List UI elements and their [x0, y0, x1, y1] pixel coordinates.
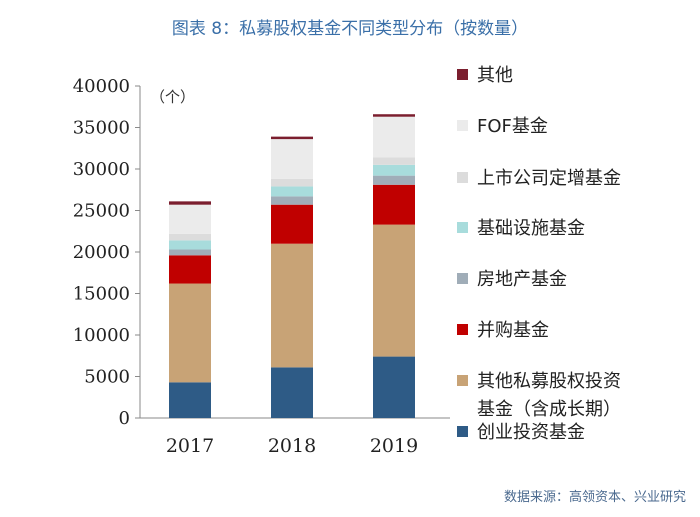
y-tick-label: 20000	[73, 242, 130, 263]
x-tick-label: 2017	[166, 435, 214, 457]
bar-segment	[373, 114, 415, 117]
legend-swatch	[457, 375, 468, 386]
bar-segment	[169, 249, 211, 256]
y-tick-label: 35000	[73, 118, 130, 139]
bar-segment	[271, 178, 313, 187]
bar-segment	[169, 382, 211, 418]
bar-segment	[169, 201, 211, 205]
bar-segment	[271, 196, 313, 205]
y-tick-label: 5000	[84, 367, 130, 388]
y-tick-label: 10000	[73, 325, 130, 346]
bar-segment	[373, 224, 415, 357]
x-tick-label: 2018	[268, 435, 316, 457]
legend-label: 创业投资基金	[477, 422, 585, 443]
y-tick-label: 40000	[73, 76, 130, 97]
y-tick-label: 25000	[73, 201, 130, 222]
legend-label: 房地产基金	[477, 269, 567, 290]
chart-title: 图表 8：私募股权基金不同类型分布（按数量）	[171, 19, 529, 39]
legend-label: FOF基金	[477, 116, 548, 137]
y-unit-label: （个）	[150, 88, 195, 106]
bar-segment	[373, 175, 415, 185]
legend-swatch	[457, 69, 468, 80]
legend-swatch	[457, 273, 468, 284]
legend-swatch	[457, 172, 468, 183]
source-note: 数据来源：高领资本、兴业研究	[503, 490, 686, 505]
bar-segment	[271, 243, 313, 368]
bar-segment	[373, 116, 415, 158]
legend-label: 并购基金	[477, 320, 549, 341]
bar-segment	[169, 233, 211, 241]
legend-label: 上市公司定增基金	[477, 168, 621, 189]
bar-segment	[271, 186, 313, 197]
bar-segment	[271, 136, 313, 140]
bar-segment	[373, 164, 415, 176]
y-tick-label: 30000	[73, 159, 130, 180]
x-tick-label: 2019	[370, 435, 418, 457]
legend-label: 其他私募股权投资	[477, 371, 621, 392]
y-tick-label: 15000	[73, 284, 130, 305]
legend-swatch	[457, 222, 468, 233]
bar-segment	[271, 204, 313, 244]
bar-segment	[373, 356, 415, 418]
bar-segment	[373, 157, 415, 165]
legend-swatch	[457, 426, 468, 437]
bar-segment	[169, 204, 211, 234]
legend-label: 基础设施基金	[477, 218, 585, 239]
bar-segment	[271, 367, 313, 418]
legend-label: 其他	[477, 65, 513, 86]
bar-segment	[169, 283, 211, 383]
y-tick-label: 0	[119, 408, 130, 429]
legend-label-line2: 基金（含成长期）	[477, 399, 621, 420]
bar-segment	[169, 240, 211, 250]
bar-segment	[169, 255, 211, 284]
legend-swatch	[457, 120, 468, 131]
bar-segment	[373, 184, 415, 225]
legend-swatch	[457, 324, 468, 335]
bar-segment	[271, 139, 313, 179]
